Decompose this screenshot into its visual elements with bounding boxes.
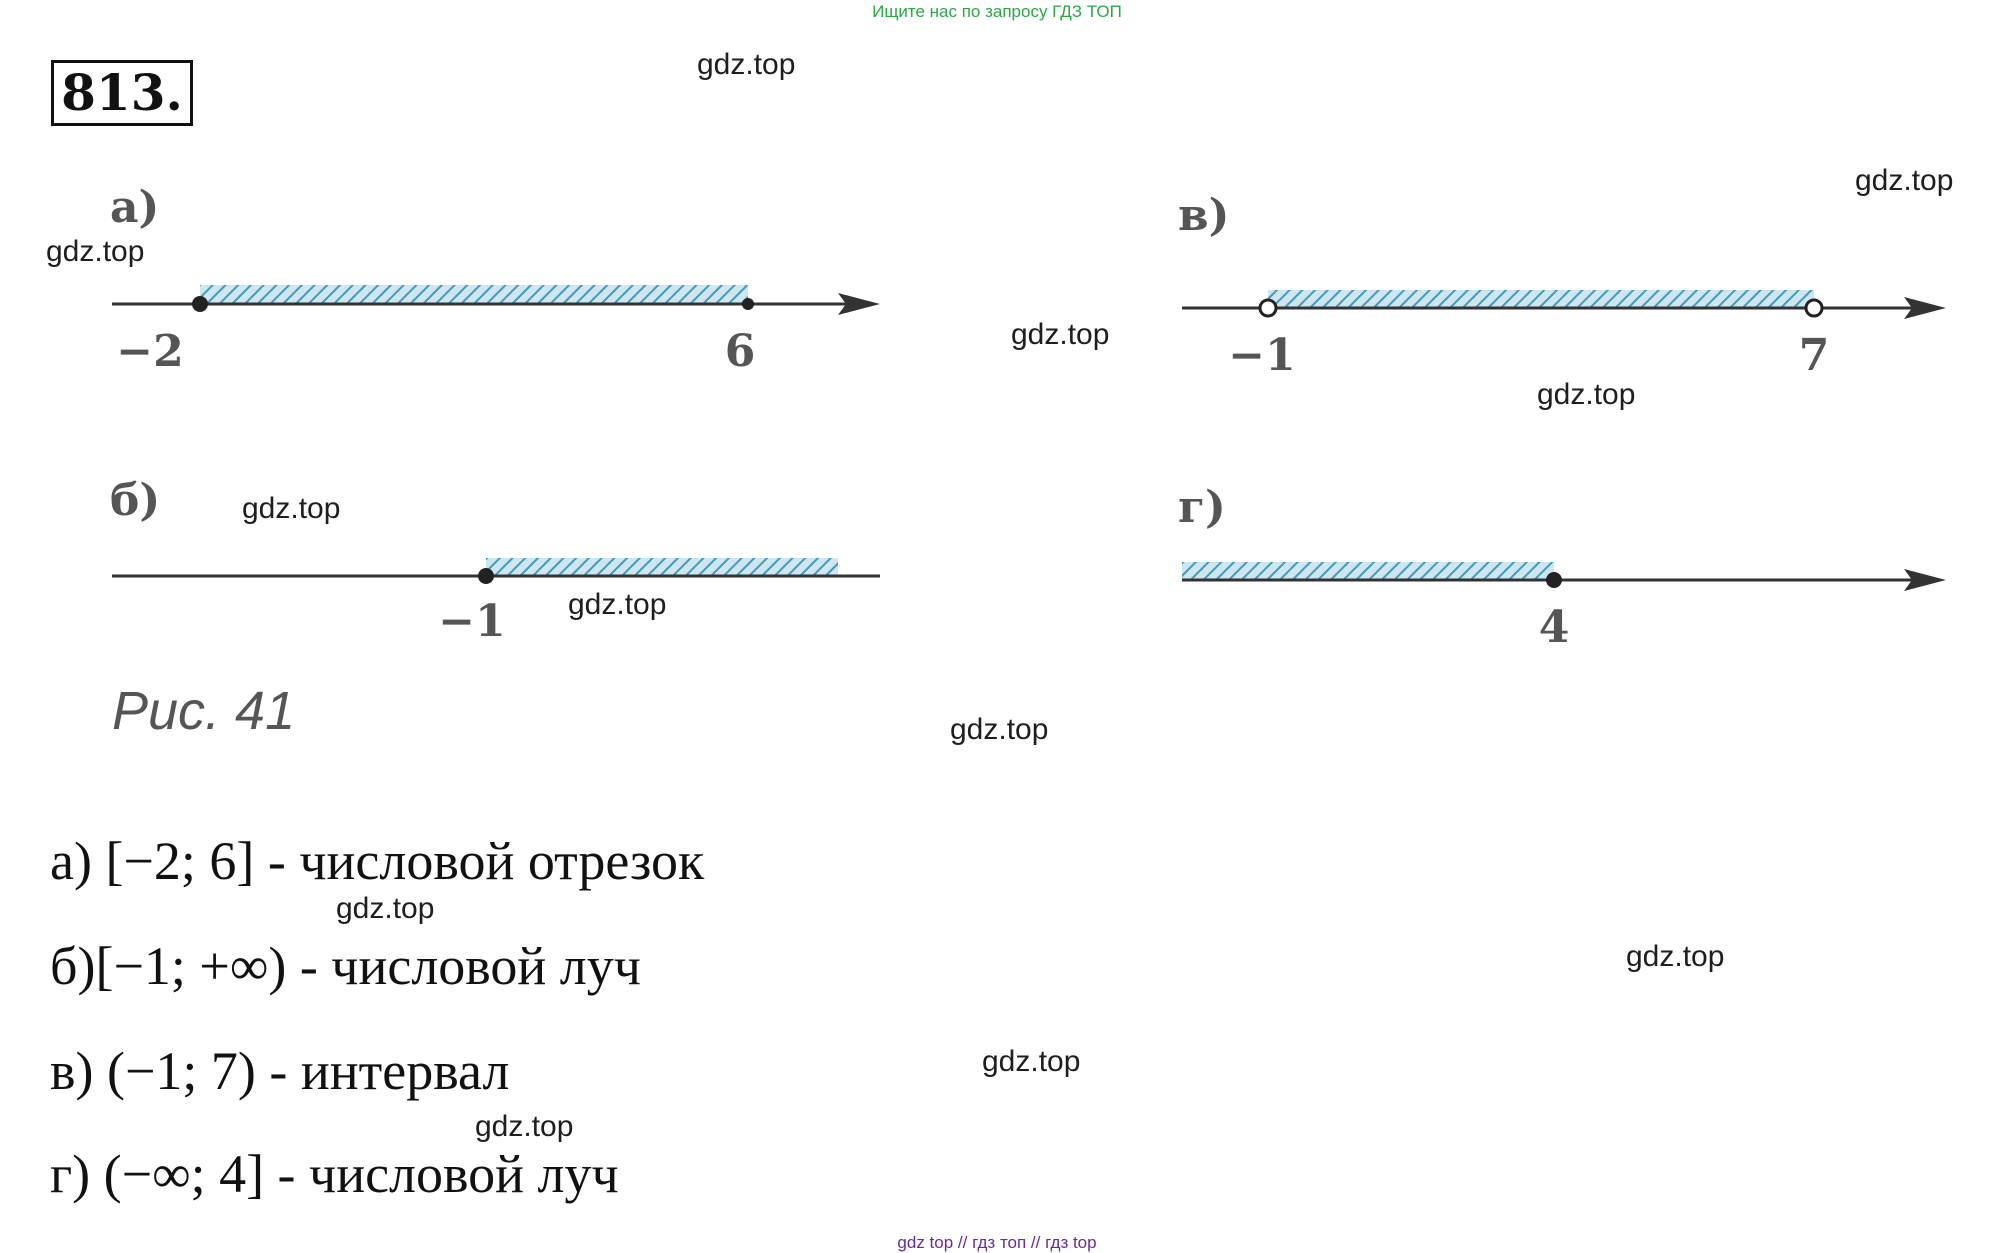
panel-c-label: в) (1178, 190, 1230, 241)
watermark: gdz.top (568, 588, 667, 621)
watermark: gdz.top (46, 235, 145, 268)
footer-links[interactable]: gdz top // гдз топ // гдз top (897, 1233, 1097, 1252)
problem-number: 813. (51, 60, 193, 126)
panel-d-shading (1182, 562, 1554, 580)
watermark: gdz.top (950, 713, 1049, 746)
watermark: gdz.top (982, 1045, 1081, 1078)
panel-b-tick-left: −1 (438, 596, 505, 647)
panel-d-line: 4 (1182, 562, 1946, 653)
search-hint: Ищите нас по запросу ГДЗ ТОП (872, 2, 1122, 21)
panel-a-point-right (742, 298, 754, 310)
panel-b-point-left (478, 568, 494, 584)
answer-b: б)[−1; +∞) - числовой луч (50, 936, 641, 996)
panel-b-line: −1 (112, 558, 880, 647)
panel-c-tick-right: 7 (1799, 330, 1830, 381)
panel-a-tick-right: 6 (725, 326, 756, 377)
figure-caption: Рис. 41 (112, 681, 296, 741)
watermark: gdz.top (475, 1110, 574, 1143)
watermark: gdz.top (336, 892, 435, 925)
panel-c-tick-left: −1 (1228, 330, 1295, 381)
panel-d-tick-right: 4 (1539, 602, 1570, 653)
watermark: gdz.top (1626, 940, 1725, 973)
panel-d-label: г) (1178, 482, 1226, 533)
panel-a-line: −2 6 (112, 285, 880, 377)
panel-a-label: а) (110, 182, 160, 233)
panel-c-shading (1268, 290, 1814, 308)
answer-d: г) (−∞; 4] - числовой луч (50, 1144, 619, 1204)
panel-a-point-left (192, 296, 208, 312)
watermark: gdz.top (1011, 318, 1110, 351)
watermark: gdz.top (697, 48, 796, 81)
panel-d-point-right (1546, 572, 1562, 588)
answer-a: а) [−2; 6] - числовой отрезок (50, 831, 705, 891)
panel-a-tick-left: −2 (116, 326, 183, 377)
watermark: gdz.top (1855, 164, 1954, 197)
watermark: gdz.top (242, 492, 341, 525)
panel-c-point-left (1258, 298, 1278, 318)
panel-c-line: −1 7 (1182, 290, 1946, 381)
watermark: gdz.top (1537, 378, 1636, 411)
answer-c: в) (−1; 7) - интервал (50, 1041, 510, 1101)
panel-b-shading (486, 558, 838, 576)
panel-b-label: б) (110, 475, 161, 526)
panel-a-shading (200, 285, 748, 303)
panel-c-point-right (1804, 298, 1824, 318)
